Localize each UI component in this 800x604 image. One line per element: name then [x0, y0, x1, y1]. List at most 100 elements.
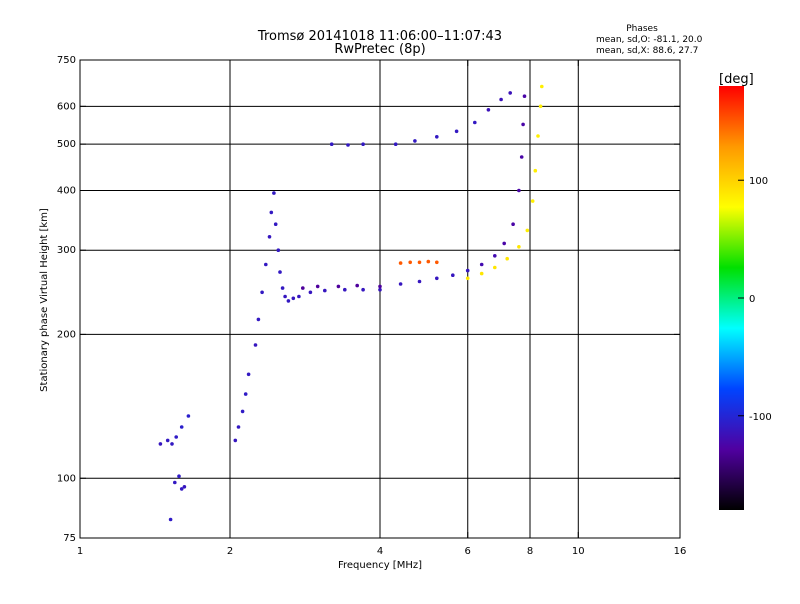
data-point: [253, 343, 258, 347]
x-tick-label: 4: [377, 546, 383, 557]
data-point: [336, 284, 341, 289]
data-point: [378, 284, 382, 289]
data-point: [417, 260, 422, 265]
data-point: [177, 474, 181, 479]
data-point: [525, 228, 530, 233]
data-point: [540, 84, 544, 89]
data-point: [276, 248, 281, 252]
data-point: [297, 294, 301, 299]
x-tick-label: 6: [465, 546, 471, 557]
data-point: [273, 222, 278, 226]
data-point: [283, 294, 287, 299]
data-point: [435, 276, 439, 281]
y-axis-ticks: 75 100 200 300 400 500 600 750: [57, 55, 680, 544]
data-point: [170, 442, 174, 446]
y-tick-label: 400: [57, 185, 76, 196]
data-point: [272, 191, 276, 195]
data-point: [329, 142, 334, 146]
data-point: [505, 256, 510, 261]
stats-line-o: mean, sd,O: -81.1, 20.0: [596, 35, 703, 45]
x-tick-label: 1: [77, 546, 83, 557]
data-point: [517, 245, 521, 249]
y-tick-label: 100: [57, 473, 76, 484]
data-point: [286, 299, 291, 303]
data-point: [533, 168, 538, 173]
data-point: [323, 288, 327, 293]
data-point: [260, 290, 264, 295]
data-point: [361, 142, 365, 146]
data-point: [278, 270, 282, 274]
chart-title: Tromsø 20141018 11:06:00–11:07:43: [257, 29, 502, 44]
data-point: [508, 91, 512, 95]
x-tick-label: 16: [674, 546, 687, 557]
x-tick-label: 2: [227, 546, 233, 557]
data-point: [308, 290, 313, 295]
data-point: [435, 260, 439, 265]
colorbar-label: [deg]: [719, 72, 754, 87]
stats-heading: Phases: [626, 24, 658, 34]
data-point: [408, 260, 413, 265]
data-point: [280, 286, 285, 290]
y-tick-label: 300: [57, 245, 76, 256]
data-point: [343, 287, 347, 292]
colorbar-tick-label: 0: [749, 294, 755, 305]
data-point: [493, 254, 497, 258]
data-point: [291, 296, 296, 301]
y-tick-label: 75: [63, 533, 76, 544]
data-point: [346, 143, 350, 147]
data-point: [435, 135, 439, 139]
data-point: [398, 282, 403, 286]
data-point: [378, 287, 382, 292]
x-tick-label: 8: [527, 546, 533, 557]
data-point: [179, 487, 184, 491]
data-point: [393, 142, 398, 146]
data-point: [301, 286, 305, 290]
data-point: [499, 97, 503, 102]
x-axis-label: Frequency [MHz]: [338, 560, 422, 571]
data-point: [413, 139, 417, 143]
data-point: [158, 442, 163, 446]
data-point: [179, 425, 184, 429]
data-point: [451, 273, 455, 278]
data-point: [538, 104, 543, 109]
data-point: [479, 262, 484, 267]
data-point: [173, 480, 177, 485]
data-point: [243, 392, 248, 396]
data-point: [246, 372, 251, 377]
colorbar-tick-label: -100: [749, 412, 772, 423]
data-point: [519, 155, 524, 159]
gridlines: [80, 60, 680, 538]
data-point: [186, 414, 191, 418]
data-point: [174, 435, 178, 439]
data-point: [502, 241, 507, 246]
data-point: [517, 188, 521, 193]
data-point: [240, 409, 245, 414]
y-tick-label: 750: [57, 55, 76, 66]
data-point: [355, 283, 360, 288]
y-tick-label: 500: [57, 139, 76, 150]
data-point: [417, 279, 422, 284]
data-point: [473, 120, 477, 125]
data-point: [233, 438, 238, 443]
data-point: [256, 317, 261, 322]
data-point: [361, 287, 365, 292]
data-point: [454, 129, 459, 134]
data-point: [168, 517, 173, 522]
data-point: [530, 199, 535, 203]
chart-subtitle: RwPretec (8p): [334, 42, 425, 57]
data-point: [269, 210, 274, 215]
y-tick-label: 200: [57, 329, 76, 340]
data-point: [236, 425, 241, 429]
colorbar-ticks: 100 0 -100: [738, 176, 772, 423]
data-point: [479, 271, 484, 276]
data-point: [264, 262, 268, 267]
data-point: [536, 134, 540, 138]
data-point: [465, 276, 470, 281]
data-point: [511, 222, 515, 226]
stats-line-x: mean, sd,X: 88.6, 27.7: [596, 46, 698, 56]
x-tick-label: 10: [572, 546, 585, 557]
y-tick-label: 600: [57, 101, 76, 112]
data-point: [465, 268, 470, 273]
